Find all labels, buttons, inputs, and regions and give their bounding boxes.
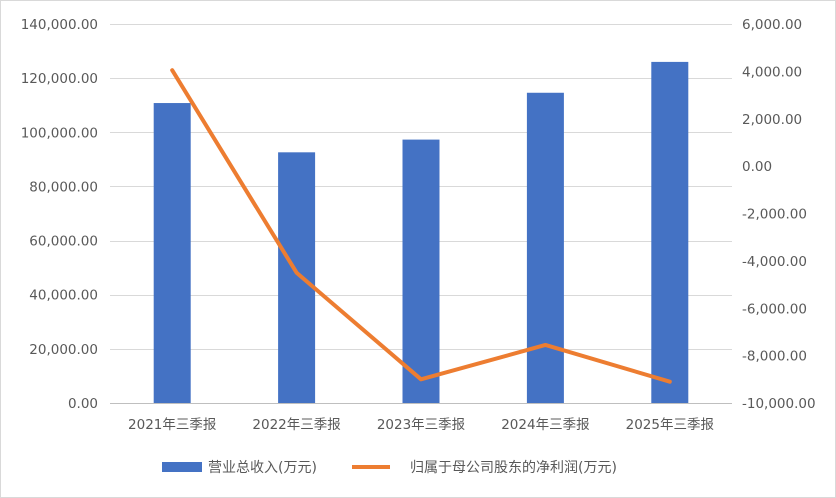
left-axis-tick-label: 20,000.00 [29,342,98,358]
right-axis-tick-label: -8,000.00 [742,349,807,365]
right-axis-tick-label: 4,000.00 [742,64,802,80]
x-axis: 2021年三季报 2022年三季报 2023年三季报 2024年三季报 2025年三季报 [128,417,714,433]
left-axis-tick-label: 60,000.00 [29,234,98,250]
right-axis-tick-label: -2,000.00 [742,207,807,223]
left-axis: 0.00 20,000.00 40,000.00 60,000.00 80,000.00… [21,17,98,412]
left-axis-tick-label: 120,000.00 [21,71,98,87]
legend-label-revenue: 营业总收入(万元) [208,460,317,476]
right-axis-tick-label: -10,000.00 [742,396,816,412]
revenue-bar [153,103,191,403]
left-axis-tick-label: 140,000.00 [21,17,98,33]
legend: 营业总收入(万元) 归属于母公司股东的净利润(万元) [162,459,617,476]
legend-swatch-revenue [162,462,202,472]
right-axis-tick-label: 2,000.00 [742,112,802,128]
revenue-bar [651,61,689,404]
right-axis-tick-label: -6,000.00 [742,301,807,317]
left-axis-tick-label: 40,000.00 [29,288,98,304]
right-axis-tick-label: 0.00 [742,159,772,175]
x-axis-tick-label: 2024年三季报 [501,417,589,433]
line-series [170,68,672,384]
right-axis-tick-label: -4,000.00 [742,254,807,270]
x-axis-tick-label: 2025年三季报 [626,417,714,433]
x-axis-tick-label: 2023年三季报 [377,417,465,433]
right-axis: -10,000.00 -8,000.00 -6,000.00 -4,000.00 -2,… [742,17,816,412]
x-axis-tick-label: 2021年三季报 [128,417,216,433]
left-axis-tick-label: 80,000.00 [29,179,98,195]
revenue-bar [278,152,316,403]
legend-label-net-profit: 归属于母公司股东的净利润(万元) [410,459,617,476]
right-axis-tick-label: 6,000.00 [742,17,802,33]
x-axis-tick-label: 2022年三季报 [252,417,340,433]
revenue-bar [402,139,440,403]
revenue-bar [526,92,564,404]
left-axis-tick-label: 0.00 [68,396,98,412]
bar-series [153,61,689,404]
left-axis-tick-label: 100,000.00 [21,125,98,141]
